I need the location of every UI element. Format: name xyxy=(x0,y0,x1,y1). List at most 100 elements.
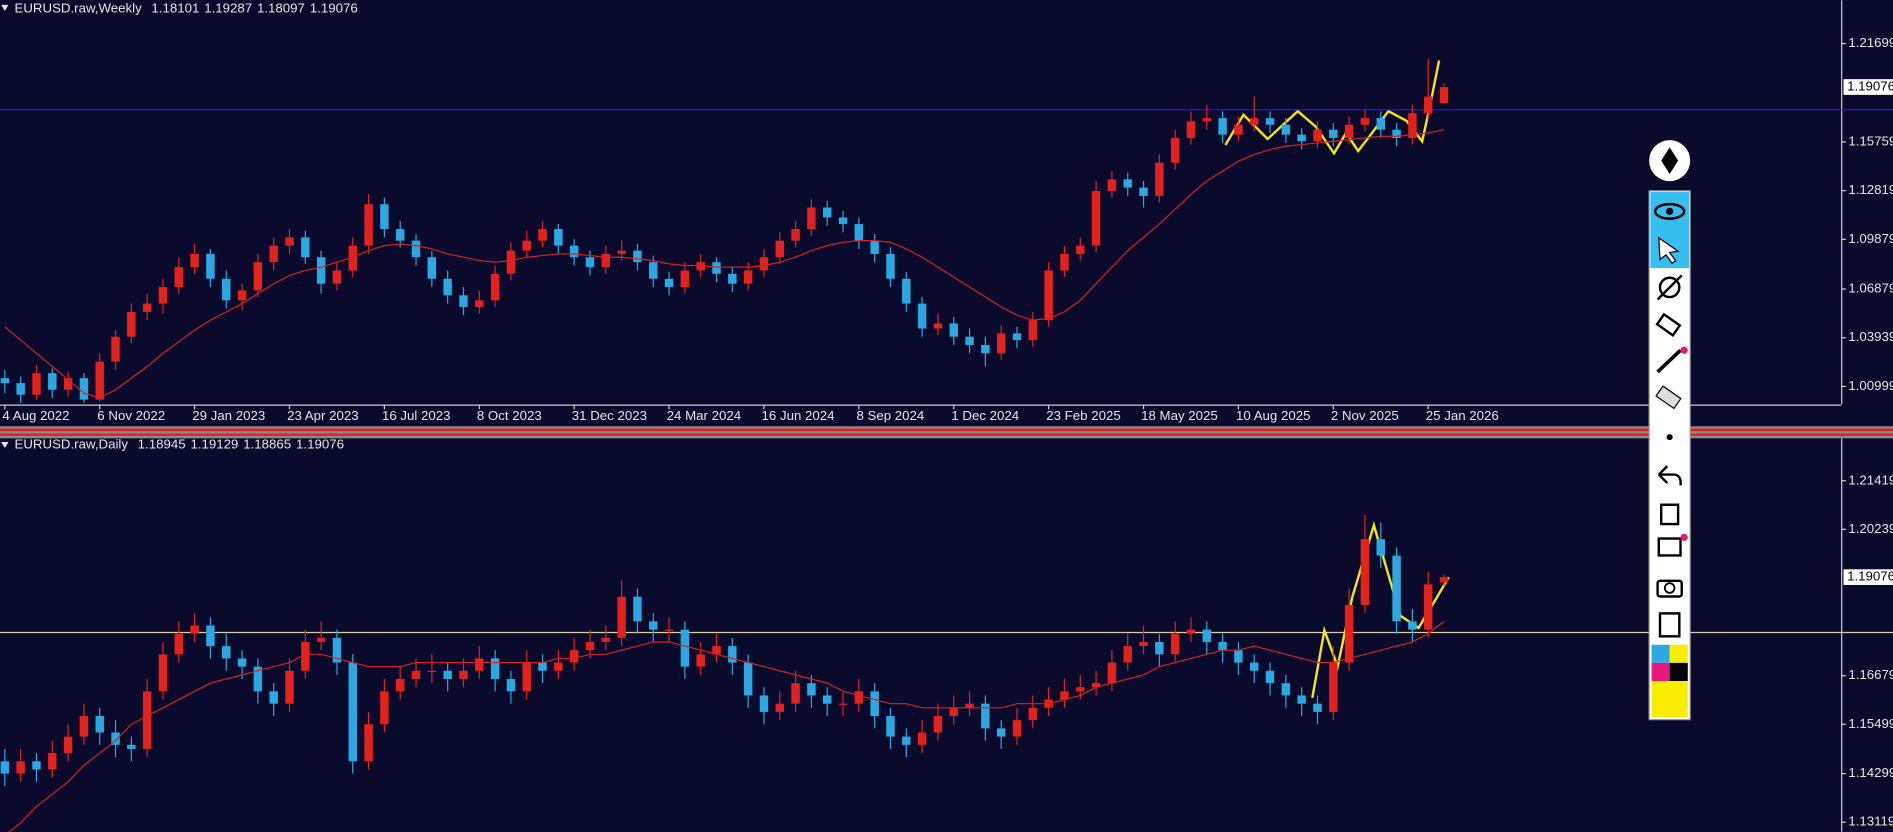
candle-body xyxy=(680,629,690,667)
candle-body xyxy=(475,658,484,671)
candle-body xyxy=(222,646,231,659)
candle-body xyxy=(1139,641,1148,647)
collapse-arrow[interactable] xyxy=(1,4,9,11)
candle-body xyxy=(728,273,737,284)
candle-body xyxy=(1408,621,1417,630)
candle-body xyxy=(364,204,373,246)
ohlc-value: 1.18865 xyxy=(243,436,291,451)
candle-body xyxy=(127,744,136,749)
candle-body xyxy=(1091,190,1101,246)
candle-body xyxy=(1439,577,1449,583)
candle-body xyxy=(554,229,563,246)
chart-header: EURUSD.raw,Daily 1.18945 1.19129 1.18865 1.1… xyxy=(14,436,343,451)
candle-body xyxy=(174,633,184,655)
candle-body xyxy=(902,736,911,745)
candle-body xyxy=(459,670,468,679)
candle-body xyxy=(111,732,120,745)
x-tick-label: 1 Dec 2024 xyxy=(951,408,1019,423)
candle-body xyxy=(1360,118,1370,125)
pointer-tool[interactable] xyxy=(1658,236,1680,265)
candle-body xyxy=(917,732,927,745)
candle-body xyxy=(886,253,895,279)
clipboard-tool[interactable] xyxy=(1658,612,1681,638)
candle-body xyxy=(538,229,547,241)
candle-body xyxy=(696,654,705,667)
candle-body xyxy=(981,703,990,729)
candle-body xyxy=(743,270,753,284)
size-tool[interactable] xyxy=(1666,434,1673,441)
candle-body xyxy=(633,250,642,263)
line-tool[interactable] xyxy=(1656,348,1682,374)
candle-body xyxy=(1234,124,1243,135)
candle-body xyxy=(1123,179,1132,188)
candle-body xyxy=(1060,253,1069,271)
moving-average xyxy=(4,129,1445,399)
candle-body xyxy=(1423,96,1433,114)
candle-body xyxy=(649,262,658,279)
candle-body xyxy=(791,229,800,241)
y-tick-label: 1.15499 xyxy=(1848,716,1893,731)
candle-body xyxy=(696,262,705,271)
y-tick-label: 1.21699 xyxy=(1848,35,1893,50)
eraser-tool[interactable] xyxy=(1655,385,1682,410)
pen-off-tool[interactable] xyxy=(1658,276,1681,299)
candle-body xyxy=(443,278,452,296)
ohlc-value: 1.19287 xyxy=(204,0,252,15)
candle-body xyxy=(79,378,89,400)
candle-body xyxy=(158,654,168,692)
candle-body xyxy=(1297,695,1306,704)
candle-body xyxy=(1313,703,1322,712)
candle-body xyxy=(1329,129,1338,138)
candle-body xyxy=(601,253,611,268)
candle-body xyxy=(712,262,721,274)
candle-body xyxy=(759,257,769,271)
candle-body xyxy=(759,695,769,712)
collapse-arrow[interactable] xyxy=(1,441,9,448)
candle-body xyxy=(712,646,721,655)
x-tick-label: 23 Apr 2023 xyxy=(287,408,359,423)
x-tick-label: 25 Jan 2026 xyxy=(1426,408,1499,423)
candle-body xyxy=(538,662,547,671)
candle-body xyxy=(996,728,1006,737)
candle-body xyxy=(1376,118,1385,130)
drawing-toolbar xyxy=(1648,140,1691,721)
candle-body xyxy=(269,691,278,704)
candle-body xyxy=(475,300,484,307)
candle-body xyxy=(838,703,848,705)
color-swatch[interactable] xyxy=(1669,644,1688,663)
candle-body xyxy=(728,646,737,663)
color-swatch[interactable] xyxy=(1669,662,1688,681)
screenshot-tool[interactable] xyxy=(1656,579,1683,598)
candle-body xyxy=(585,257,595,268)
candle-body xyxy=(1218,118,1227,135)
candle-body xyxy=(348,245,357,271)
candle-body xyxy=(933,716,943,733)
price-label: 1.19076 xyxy=(1847,569,1893,584)
trash-tool[interactable] xyxy=(1659,503,1680,526)
price-label: 1.19076 xyxy=(1847,79,1893,94)
candle-body xyxy=(854,224,864,241)
candle-body xyxy=(190,253,199,268)
candle-body xyxy=(1076,245,1085,254)
x-tick-label: 16 Jun 2024 xyxy=(762,408,835,423)
color-swatch[interactable] xyxy=(1651,662,1670,681)
candle-body xyxy=(664,278,674,288)
color-dot xyxy=(1680,533,1688,541)
color-swatch[interactable] xyxy=(1651,644,1670,663)
eye-tool[interactable] xyxy=(1653,202,1686,220)
candle-body xyxy=(886,716,895,737)
candle-body xyxy=(1376,539,1385,556)
undo-tool[interactable] xyxy=(1657,465,1682,486)
candle-body xyxy=(822,695,832,704)
candle-body xyxy=(380,204,389,230)
candle-body xyxy=(32,373,41,395)
candle-body xyxy=(79,716,89,737)
candle-body xyxy=(1012,333,1022,341)
candle-body xyxy=(1155,162,1164,196)
board-tool[interactable] xyxy=(1657,537,1682,557)
highlighter-tool[interactable] xyxy=(1655,312,1682,338)
candle-body xyxy=(996,333,1006,354)
candle-body xyxy=(459,295,468,307)
